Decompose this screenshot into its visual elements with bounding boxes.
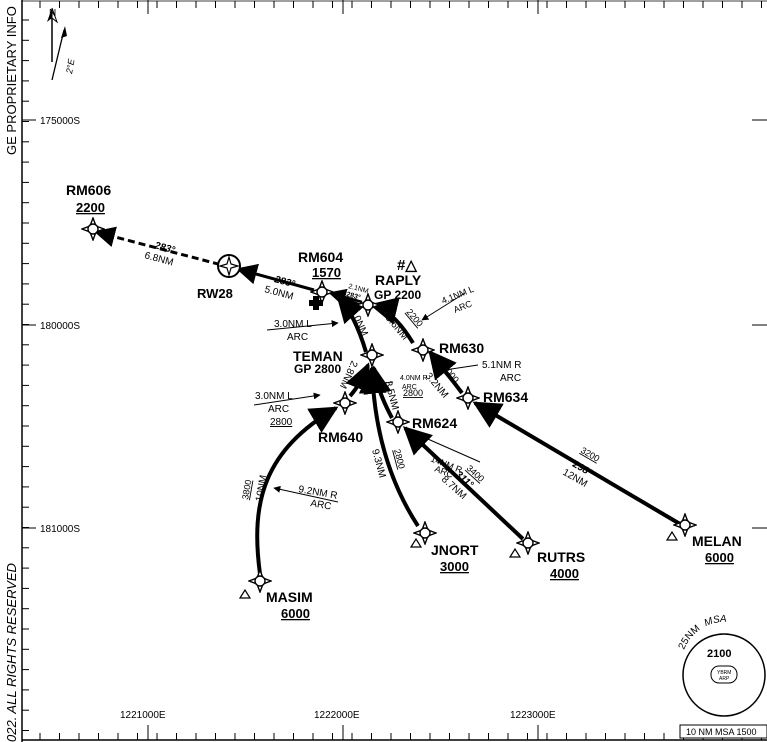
- magnetic-variation: 2°E: [64, 57, 77, 75]
- north-arrow-icon: [47, 7, 67, 81]
- grid-label-y: 175000S: [40, 116, 80, 127]
- waypoint-rm630-symbol[interactable]: [411, 338, 435, 362]
- waypoint-teman-glidepath: GP 2800: [294, 362, 341, 376]
- route-teman-rm604: [336, 293, 368, 353]
- waypoint-rutrs-altitude: 4000: [550, 566, 579, 581]
- leg-altitude: 3800: [240, 479, 253, 500]
- obstacle-triangle-icon: [409, 537, 423, 548]
- route-jnort-teman: [358, 365, 420, 528]
- arc-label: ARC: [268, 404, 289, 415]
- waypoint-rm606-name: RM606: [66, 182, 111, 198]
- arc-callout: [253, 392, 321, 406]
- obstacle-triangle-icon: [665, 530, 679, 541]
- waypoint-melan-altitude: 6000: [705, 550, 734, 565]
- grid-label-x: 1221000E: [120, 710, 166, 721]
- arc-callout: [266, 320, 339, 331]
- msa-reference: YBRM: [717, 670, 731, 676]
- msa-note-box: [679, 724, 767, 739]
- runway-rw28-label: RW28: [197, 286, 233, 301]
- north-label: N: [49, 8, 56, 19]
- msa-reference-type: ARP: [719, 676, 730, 682]
- arc-callout: [372, 379, 394, 387]
- waypoint-rm624-name: RM624: [412, 415, 457, 431]
- arc-label: ARC: [287, 332, 308, 343]
- waypoint-rm604-altitude: 1570: [312, 265, 341, 280]
- leg-altitude: 2800: [392, 448, 407, 470]
- leg-altitude: 2800: [403, 388, 423, 398]
- waypoint-raply-name: RAPLY: [375, 272, 422, 288]
- leg-altitude: 3000: [440, 363, 461, 385]
- arc-label: 3.0NM L: [255, 391, 293, 402]
- route-melan-rm634: [472, 401, 682, 526]
- arc-callout: [273, 485, 339, 503]
- grid-label-y: 180000S: [40, 321, 80, 332]
- arc-altitude: 2800: [270, 417, 293, 428]
- waypoint-jnort-name: JNORT: [431, 542, 479, 558]
- msa-note: 10 NM MSA 1500: [686, 727, 757, 737]
- waypoint-teman-name: TEMAN: [293, 348, 343, 364]
- waypoint-rm634-name: RM634: [483, 389, 528, 405]
- route-masim-rm640: [255, 406, 339, 575]
- leg-distance: 3.6NM: [383, 313, 410, 343]
- grid-label-x: 1223000E: [510, 710, 556, 721]
- aerodrome-icon: [309, 296, 323, 310]
- waypoint-rm604-name: RM604: [298, 249, 343, 265]
- arc-label: ARC: [309, 498, 332, 513]
- grid-label-x: 1222000E: [314, 710, 360, 721]
- arc-label: 4.0NM R: [400, 375, 428, 382]
- side-copyright-bottom: 022. ALL RIGHTS RESERVED: [4, 563, 19, 742]
- waypoint-rm630-name: RM630: [439, 340, 484, 356]
- waypoint-rutrs-name: RUTRS: [537, 549, 585, 565]
- side-copyright-top: GE PROPRIETARY INFO: [4, 6, 19, 155]
- arc-callout: [421, 292, 466, 321]
- waypoint-jnort-altitude: 3000: [440, 559, 469, 574]
- arc-label: 3.0NM L: [274, 319, 312, 330]
- arc-callout: [437, 364, 479, 374]
- scale-ticks: [22, 1, 762, 740]
- leg-altitude: 2200: [404, 307, 425, 329]
- arc-callout: [420, 435, 481, 463]
- waypoint-masim-name: MASIM: [266, 589, 313, 605]
- waypoint-raply-mark: #△: [397, 257, 417, 274]
- msa-diagram: [682, 633, 766, 717]
- route-rutrs-rm624: [402, 426, 525, 541]
- route-rm604-rw28: [235, 263, 315, 292]
- leg-altitude: 3200: [579, 445, 601, 464]
- obstacle-triangle-icon: [238, 588, 252, 599]
- waypoint-rm640-name: RM640: [318, 429, 363, 445]
- waypoint-rm606-altitude: 2200: [76, 200, 105, 215]
- waypoint-raply-glidepath: GP 2200: [374, 288, 421, 302]
- waypoint-masim-altitude: 6000: [281, 606, 310, 621]
- leg-course: 283°: [345, 290, 361, 302]
- arc-label: ARC: [500, 373, 521, 384]
- obstacle-triangle-icon: [508, 547, 522, 558]
- waypoint-melan-name: MELAN: [692, 533, 742, 549]
- leg-distance: 10NM: [254, 474, 269, 502]
- waypoint-rm606-symbol[interactable]: [81, 217, 105, 241]
- arc-label: 5.1NM R: [482, 360, 521, 371]
- arc-label: ARC: [402, 384, 417, 391]
- msa-altitude: 2100: [707, 648, 731, 660]
- runway-threshold-rw28-icon[interactable]: [217, 254, 241, 278]
- grid-label-y: 181000S: [40, 524, 80, 535]
